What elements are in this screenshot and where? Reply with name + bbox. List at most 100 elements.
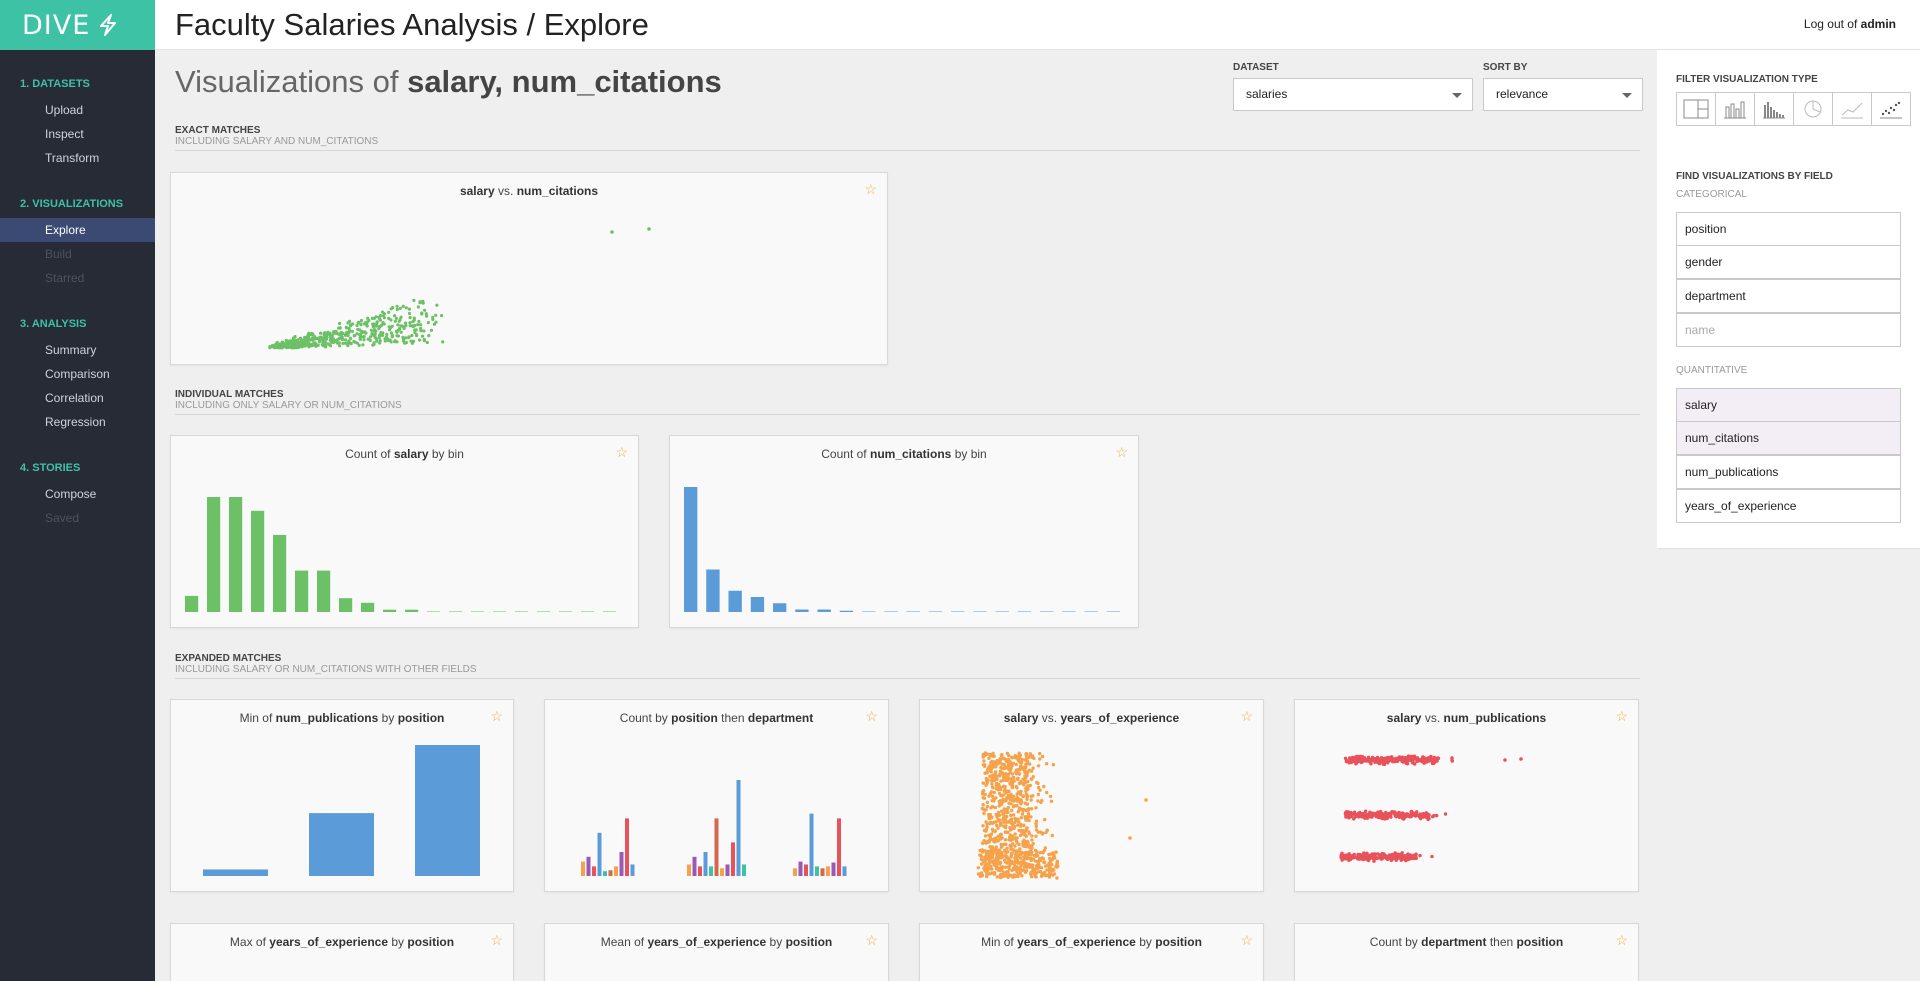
viz-card-min-publications[interactable]: Min of num_publications by position ☆ xyxy=(170,699,514,892)
nav-item-summary[interactable]: Summary xyxy=(45,343,97,357)
scatter-point xyxy=(1022,823,1026,827)
viz-card-salary-vs-experience[interactable]: salary vs. years_of_experience ☆ xyxy=(919,699,1264,892)
scatter-icon[interactable] xyxy=(1871,92,1911,126)
field-num-publications[interactable]: num_publications xyxy=(1676,455,1901,489)
star-icon[interactable]: ☆ xyxy=(1240,708,1253,724)
field-department[interactable]: department xyxy=(1676,279,1901,313)
line-chart-icon[interactable] xyxy=(1832,92,1872,126)
treemap-icon[interactable] xyxy=(1676,92,1716,126)
scatter-point xyxy=(1009,855,1013,859)
viz-card-count-position-department[interactable]: Count by position then department ☆ xyxy=(544,699,889,892)
pie-chart-icon[interactable] xyxy=(1793,92,1833,126)
scatter-point xyxy=(1036,861,1041,866)
scatter-point xyxy=(1388,757,1392,761)
dataset-select[interactable]: salaries xyxy=(1233,78,1473,111)
scatter-point xyxy=(1029,874,1034,879)
viz-card-salary-vs-citations[interactable]: salary vs. num_citations ☆ xyxy=(170,172,888,365)
viz-card-salary-histogram[interactable]: Count of salary by bin ☆ xyxy=(170,435,639,628)
scatter-point xyxy=(1430,761,1435,766)
field-name[interactable]: name xyxy=(1676,313,1901,347)
star-icon[interactable]: ☆ xyxy=(615,444,628,460)
scatter-point xyxy=(404,324,408,328)
nav-item-correlation[interactable]: Correlation xyxy=(45,391,104,405)
scatter-point xyxy=(1017,867,1021,871)
viz-card-max-experience[interactable]: Max of years_of_experience by position ☆ xyxy=(170,923,514,981)
star-icon[interactable]: ☆ xyxy=(865,932,878,948)
nav-item-upload[interactable]: Upload xyxy=(45,103,84,117)
star-icon[interactable]: ☆ xyxy=(490,708,503,724)
scatter-point xyxy=(306,338,310,342)
scatter-point xyxy=(412,316,416,320)
star-icon[interactable]: ☆ xyxy=(1115,444,1128,460)
star-icon[interactable]: ☆ xyxy=(1615,932,1628,948)
histogram-icon[interactable] xyxy=(1754,92,1794,126)
scatter-point xyxy=(1025,759,1030,764)
scatter-point xyxy=(1048,794,1053,799)
nav-item-transform[interactable]: Transform xyxy=(45,151,100,165)
scatter-point xyxy=(985,804,990,809)
field-position[interactable]: position xyxy=(1676,212,1901,246)
field-gender[interactable]: gender xyxy=(1676,245,1901,279)
scatter-point xyxy=(365,320,369,324)
star-icon[interactable]: ☆ xyxy=(1240,932,1253,948)
scatter-point xyxy=(291,344,295,348)
bar xyxy=(630,864,635,876)
bar-chart-icon[interactable] xyxy=(1715,92,1755,126)
viz-card-count-department-position[interactable]: Count by department then position ☆ xyxy=(1294,923,1639,981)
histogram-bar xyxy=(383,609,397,612)
right-panel: FILTER VISUALIZATION TYPE FIND VISUALIZA… xyxy=(1657,50,1920,981)
scatter-point xyxy=(1042,870,1047,875)
field-salary[interactable]: salary xyxy=(1676,388,1901,422)
scatter-point xyxy=(1363,853,1367,857)
scatter-point xyxy=(291,340,295,344)
scatter-point xyxy=(989,871,993,875)
nav-item-build: Build xyxy=(45,247,72,261)
scatter-point xyxy=(1016,771,1021,776)
logout-link[interactable]: Log out of admin xyxy=(1804,17,1896,31)
scatter-point xyxy=(419,323,423,327)
nav-item-compose[interactable]: Compose xyxy=(45,487,97,501)
scatter-point xyxy=(1419,813,1423,818)
scatter-point xyxy=(1008,828,1013,832)
scatter-point xyxy=(985,849,990,854)
section-expanded-matches: EXPANDED MATCHES INCLUDING SALARY OR NUM… xyxy=(175,653,1640,679)
scatter-point xyxy=(404,306,408,310)
nav-item-regression[interactable]: Regression xyxy=(45,415,106,429)
nav-item-explore[interactable]: Explore xyxy=(0,218,155,242)
nav-heading: 4. STORIES xyxy=(20,462,81,474)
bar xyxy=(625,818,629,876)
field-years-of-experience[interactable]: years_of_experience xyxy=(1676,489,1901,523)
scatter-point xyxy=(1036,785,1041,790)
viz-card-citations-histogram[interactable]: Count of num_citations by bin ☆ xyxy=(669,435,1139,628)
histogram-bar xyxy=(773,603,787,612)
scatter-point xyxy=(397,327,402,331)
scatter-point xyxy=(1007,873,1011,877)
viz-card-mean-experience[interactable]: Mean of years_of_experience by position … xyxy=(544,923,889,981)
scatter-point xyxy=(991,763,995,767)
scatter-point xyxy=(980,806,984,811)
viz-card-salary-vs-publications[interactable]: salary vs. num_publications ☆ xyxy=(1294,699,1639,892)
nav-item-comparison[interactable]: Comparison xyxy=(45,367,110,381)
star-icon[interactable]: ☆ xyxy=(1615,708,1628,724)
scatter-point xyxy=(1033,874,1037,879)
scatter-point xyxy=(982,759,986,763)
viz-card-min-experience[interactable]: Min of years_of_experience by position ☆ xyxy=(919,923,1264,981)
scatter-point xyxy=(1045,790,1049,795)
star-icon[interactable]: ☆ xyxy=(864,181,877,197)
scatter-point xyxy=(1011,842,1015,846)
nav-item-inspect[interactable]: Inspect xyxy=(45,127,84,141)
field-num-citations[interactable]: num_citations xyxy=(1676,421,1901,455)
scatter-point xyxy=(1423,814,1428,819)
star-icon[interactable]: ☆ xyxy=(490,932,503,948)
star-icon[interactable]: ☆ xyxy=(865,708,878,724)
scatter-point xyxy=(293,335,297,339)
scatter-point xyxy=(1026,812,1031,816)
sort-select[interactable]: relevance xyxy=(1483,78,1643,111)
scatter-point xyxy=(1038,788,1042,792)
scatter-point xyxy=(1409,815,1413,819)
scatter-point xyxy=(1381,762,1386,766)
scatter-point xyxy=(1340,851,1344,855)
scatter-point xyxy=(303,343,307,347)
scatter-point xyxy=(1047,868,1052,873)
logo[interactable]: DIVE xyxy=(0,0,155,50)
